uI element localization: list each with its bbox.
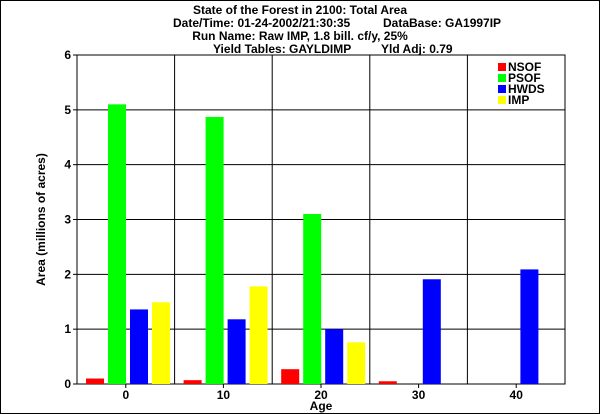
database-label: DataBase: GA1997IP: [383, 16, 502, 30]
bar-imp-10: [249, 286, 268, 384]
y-tick-label: 5: [64, 103, 71, 117]
legend-label-imp: IMP: [508, 93, 529, 107]
bar-hwds-30: [422, 279, 441, 384]
x-tick-label: 30: [412, 388, 426, 402]
bar-hwds-0: [130, 309, 148, 384]
legend-label-nsof: NSOF: [508, 60, 541, 74]
bar-hwds-10: [227, 319, 246, 384]
legend-label-hwds: HWDS: [508, 82, 545, 96]
y-axis-label: Area (millions of acres): [34, 153, 48, 286]
yieldtables-label: Yield Tables: GAYLDIMP: [213, 42, 352, 56]
legend-label-psof: PSOF: [508, 71, 541, 85]
x-axis-label: Age: [310, 399, 333, 413]
runname-label: Run Name: Raw IMP, 1.8 bill. cf/y, 25%: [192, 29, 408, 43]
y-tick-label: 6: [64, 48, 71, 62]
bar-psof-10: [205, 116, 224, 384]
y-tick-label: 0: [64, 377, 71, 391]
bar-psof-0: [108, 104, 126, 384]
x-tick-label: 20: [314, 388, 328, 402]
y-tick-label: 3: [64, 213, 71, 227]
bar-imp-0: [152, 302, 170, 384]
y-tick-label: 2: [64, 267, 71, 281]
x-tick-label: 0: [122, 388, 129, 402]
bar-nsof-10: [183, 380, 202, 384]
legend-swatch-psof: [498, 74, 506, 82]
bar-psof-20: [303, 214, 322, 384]
y-tick-label: 1: [64, 322, 71, 336]
x-tick-label: 40: [510, 388, 524, 402]
bar-hwds-40: [520, 269, 539, 384]
chart-title: State of the Forest in 2100: Total Area: [192, 3, 408, 17]
yldadj-label: Yld Adj: 0.79: [381, 42, 453, 56]
y-tick-label: 4: [64, 158, 71, 172]
datetime-label: Date/Time: 01-24-2002/21:30:35: [173, 16, 351, 30]
legend-swatch-imp: [498, 96, 506, 104]
legend-swatch-hwds: [498, 85, 506, 93]
x-tick-label: 10: [217, 388, 231, 402]
bar-nsof-0: [86, 378, 104, 384]
legend-swatch-nsof: [498, 63, 506, 71]
bar-hwds-20: [325, 329, 344, 384]
bar-nsof-30: [378, 381, 397, 384]
bar-nsof-20: [281, 369, 300, 384]
bar-imp-20: [347, 342, 366, 384]
